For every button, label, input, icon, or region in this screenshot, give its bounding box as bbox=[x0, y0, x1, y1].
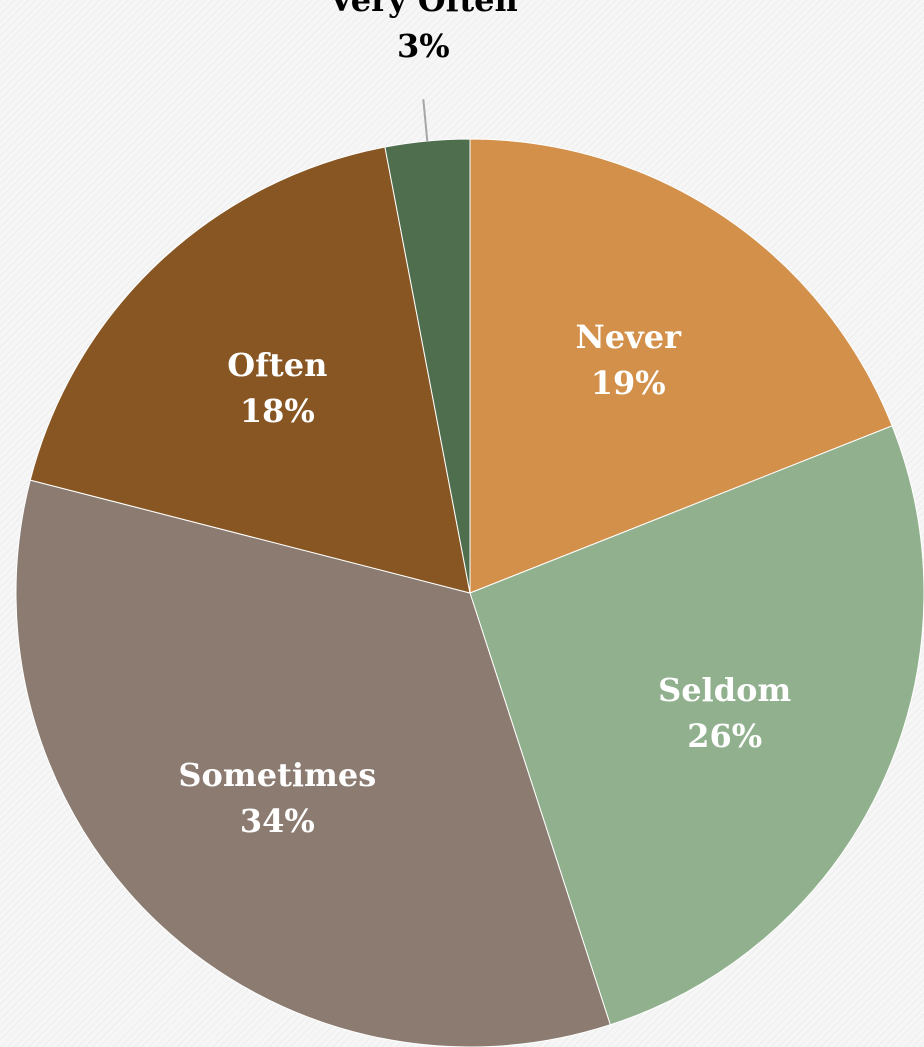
data-label-category: Sometimes bbox=[178, 756, 376, 794]
data-label-sometimes: Sometimes 34% bbox=[178, 756, 376, 840]
pie-slices bbox=[15, 138, 924, 1047]
data-labels: Never 19% Seldom 26% Sometimes 34% Often 18% Ver… bbox=[178, 0, 791, 840]
slice-often bbox=[29, 146, 471, 594]
slice-very-often bbox=[384, 138, 471, 594]
slice-never bbox=[469, 138, 893, 594]
slice-seldom bbox=[469, 425, 924, 1026]
data-label-category: Very Often bbox=[328, 0, 518, 19]
data-label-seldom: Seldom 26% bbox=[658, 671, 791, 755]
data-label-never: Never 19% bbox=[576, 318, 683, 402]
data-label-very-often: Very Often 3% bbox=[328, 0, 518, 65]
data-label-value: 18% bbox=[240, 392, 315, 430]
data-label-value: 26% bbox=[687, 717, 762, 755]
data-label-value: 3% bbox=[397, 27, 450, 65]
data-label-category: Seldom bbox=[658, 671, 791, 709]
data-label-value: 34% bbox=[240, 802, 315, 840]
leader-line-very-often bbox=[422, 99, 429, 142]
data-label-category: Never bbox=[576, 318, 683, 356]
leader-lines bbox=[422, 99, 429, 142]
data-label-category: Often bbox=[227, 346, 327, 384]
data-label-often: Often 18% bbox=[227, 346, 327, 430]
data-label-value: 19% bbox=[591, 364, 666, 402]
